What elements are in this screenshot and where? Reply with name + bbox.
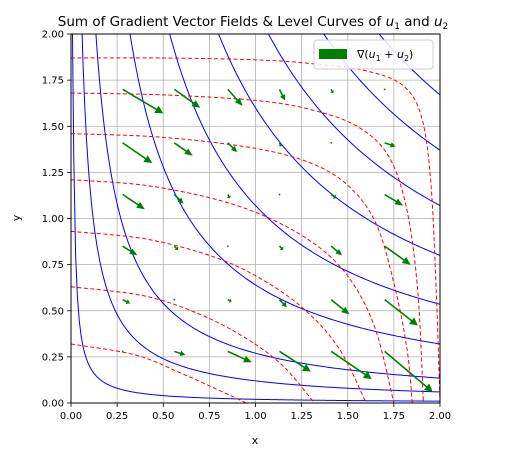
u2-level-curve [71, 230, 367, 403]
u1-level-curve [169, 34, 440, 305]
x-axis-label: x [252, 434, 259, 447]
gradient-arrow [384, 142, 396, 148]
gradient-arrow [384, 245, 411, 265]
u1-level-curve [323, 34, 440, 151]
u1-level-curve [218, 34, 440, 256]
y-tick-label: 1.25 [42, 168, 64, 179]
u2-level-curve [71, 179, 395, 403]
gradient-arrow [173, 142, 193, 156]
gradient-arrow [173, 193, 184, 204]
y-tick-label: 1.50 [42, 122, 64, 133]
y-tick-label: 2.00 [42, 30, 64, 41]
x-tick-label: 1.25 [290, 411, 312, 422]
gradient-arrow [384, 350, 433, 392]
y-tick-label: 0.00 [42, 399, 64, 410]
gradient-arrow [121, 350, 124, 353]
gradient-arrow [173, 245, 179, 250]
gradient-arrow [173, 298, 176, 301]
x-tick-label: 0.75 [198, 411, 220, 422]
u1-level-curve [81, 34, 440, 393]
x-tick-label: 1.00 [244, 411, 266, 422]
gradient-arrow [278, 193, 281, 196]
gradient-arrow [122, 298, 131, 305]
x-tick-label: 1.75 [383, 411, 405, 422]
gradient-arrows [121, 88, 433, 392]
u1-level-curve [71, 34, 440, 402]
gradient-arrow [227, 142, 238, 153]
chart-title: Sum of Gradient Vector Fields & Level Cu… [58, 14, 449, 32]
y-tick-label: 0.75 [42, 260, 64, 271]
x-axis-ticks: 0.00 0.25 0.50 0.75 1.00 1.25 1.50 1.75 2.00 [60, 403, 451, 422]
legend-box [313, 39, 434, 70]
u1-level-curve [267, 34, 440, 207]
legend: ∇(u1 + u2) [313, 39, 434, 70]
gradient-arrow [330, 193, 337, 199]
u1-level-curve [129, 34, 440, 345]
gradient-arrow [278, 245, 284, 250]
gradient-arrow [330, 88, 335, 94]
y-tick-label: 0.50 [42, 306, 64, 317]
y-tick-label: 0.25 [42, 352, 64, 363]
gradient-arrow [174, 350, 186, 357]
y-axis-ticks: 0.00 0.25 0.50 0.75 1.00 1.25 1.50 1.75 2.00 [42, 30, 71, 410]
x-tick-label: 0.50 [152, 411, 174, 422]
y-axis-label: y [10, 214, 23, 221]
x-tick-label: 1.50 [337, 411, 359, 422]
legend-swatch [319, 49, 347, 59]
x-tick-label: 2.00 [429, 411, 451, 422]
gradient-arrow [227, 88, 243, 106]
x-tick-label: 0.00 [60, 411, 82, 422]
gradient-arrow [278, 88, 286, 101]
gradient-arrow [226, 245, 229, 248]
u2-level-curve [71, 343, 247, 403]
gradient-arrow [330, 350, 372, 380]
gradient-arrow [173, 88, 201, 108]
u2-level-curves [71, 57, 440, 403]
u1-level-curves [71, 34, 440, 402]
legend-label: ∇(u1 + u2) [356, 48, 413, 63]
gradient-arrow [278, 299, 287, 308]
gradient-arrow [278, 142, 283, 147]
u2-level-curve [71, 286, 315, 403]
u2-level-curve [71, 133, 413, 403]
y-tick-label: 1.00 [42, 214, 64, 225]
gradient-arrow [122, 193, 145, 210]
gradient-arrow [226, 194, 231, 199]
x-tick-label: 0.25 [106, 411, 128, 422]
gradient-arrow [330, 141, 333, 144]
gradient-arrow [384, 299, 418, 326]
gradient-arrow [122, 88, 164, 114]
u1-level-curve [95, 34, 440, 379]
gradient-arrow [122, 245, 138, 256]
gradient-arrow [227, 298, 232, 303]
gradient-arrow [227, 350, 252, 363]
gradient-arrow [330, 245, 343, 256]
gradient-arrow [330, 299, 350, 315]
y-tick-label: 1.75 [42, 76, 64, 87]
gradient-arrow [383, 88, 386, 91]
gradient-arrow [279, 350, 311, 372]
gradient-arrow [384, 193, 404, 206]
gradient-arrow [122, 142, 153, 164]
